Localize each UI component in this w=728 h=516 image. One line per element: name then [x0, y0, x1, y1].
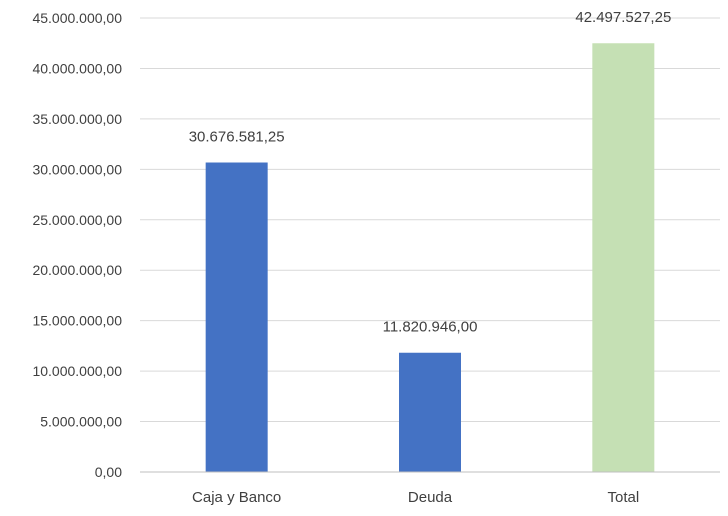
data-label: 42.497.527,25	[575, 9, 671, 26]
x-category-label: Total	[607, 489, 639, 506]
y-tick-label: 15.000.000,00	[32, 313, 122, 329]
x-category-label: Deuda	[408, 489, 453, 506]
y-tick-label: 20.000.000,00	[32, 262, 122, 278]
y-tick-label: 10.000.000,00	[32, 363, 122, 379]
y-tick-label: 0,00	[95, 464, 122, 480]
data-label: 30.676.581,25	[189, 129, 285, 146]
bar	[399, 352, 461, 472]
y-tick-label: 45.000.000,00	[32, 10, 122, 26]
x-axis-category-labels: Caja y Banco Deuda Total	[192, 489, 639, 506]
data-labels: 30.676.581,25 11.820.946,00 42.497.527,25	[189, 9, 672, 335]
bar	[592, 43, 655, 473]
x-category-label: Caja y Banco	[192, 489, 281, 506]
data-label: 11.820.946,00	[383, 319, 478, 336]
y-tick-label: 35.000.000,00	[32, 111, 122, 127]
y-tick-label: 5.000.000,00	[40, 414, 122, 430]
bars	[205, 43, 655, 473]
y-axis-tick-labels: 0,00 5.000.000,00 10.000.000,00 15.000.000,…	[32, 10, 122, 480]
bar	[205, 162, 268, 472]
y-tick-label: 25.000.000,00	[32, 212, 122, 228]
y-tick-label: 30.000.000,00	[32, 161, 122, 177]
y-tick-label: 40.000.000,00	[32, 60, 122, 76]
